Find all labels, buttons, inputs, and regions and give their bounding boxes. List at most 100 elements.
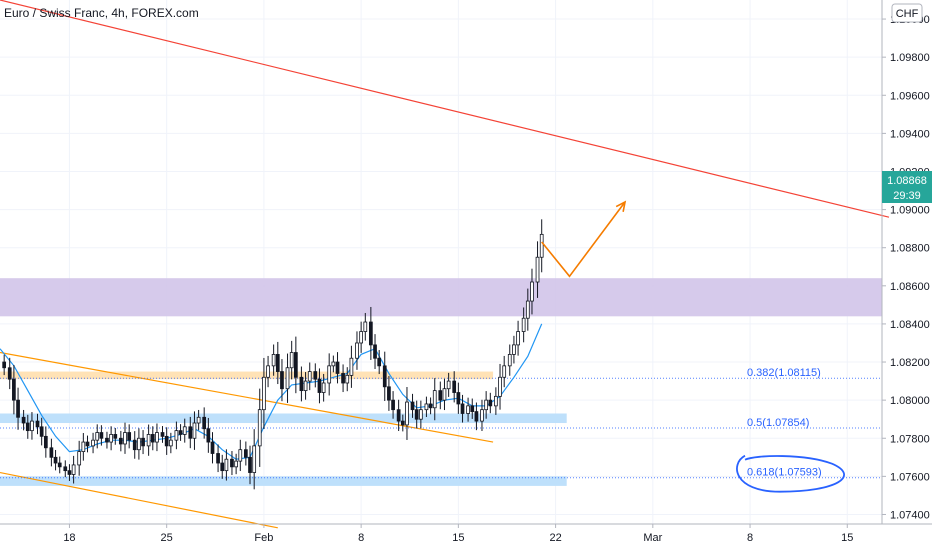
candle-up [307,371,312,382]
candle-up [238,449,243,462]
candle-down [12,378,16,401]
price-axis-label: 1.07800 [890,433,930,445]
projection-arrow[interactable] [541,200,627,278]
price-axis-label: 1.09600 [890,90,930,102]
candle-up [446,380,451,390]
price-axis-label: 1.07600 [890,471,930,483]
candle-up [303,380,308,392]
candle-up [182,426,187,435]
candle-down [414,409,419,420]
fib-level-label: 0.382(1.08115) [747,367,821,379]
moving-average [0,323,543,460]
trendlines-layer[interactable] [0,0,890,529]
candle-down [341,373,345,384]
chart-title: Euro / Swiss Franc, 4h, FOREX.com [4,6,199,20]
candle-down [248,456,252,473]
candle-up [262,376,266,411]
price-axis-label: 1.08200 [890,357,930,369]
candle-up [30,420,34,432]
fibonacci-levels[interactable]: 0.382(1.08115) 0.5(1.07854) 0.618(1.07593) [0,367,882,493]
trendline-orange-lower[interactable] [0,471,278,529]
candle-down [85,441,90,447]
candle-down [428,403,433,409]
candle-up [327,365,332,384]
trendline-red[interactable] [0,0,890,218]
candle-down [280,371,284,390]
candle-down [43,435,48,449]
candle-up [146,434,151,447]
candle-down [53,456,58,464]
candle-up [331,361,336,367]
price-axis-label: 1.08600 [890,281,930,293]
price-axis-label: 1.07400 [890,509,930,521]
candle-up [174,430,179,441]
support-zone [0,371,494,380]
candle-down [373,344,377,359]
fib-highlight-ellipse [736,454,845,493]
trendline-orange-upper[interactable] [0,351,494,443]
candle-up [512,344,516,355]
candle-down [456,392,461,405]
candle-down [99,432,104,439]
candle-up [516,331,520,346]
candle-up [192,422,197,439]
candle-down [113,434,118,439]
last-price-badge: 1.08868 29:39 [882,171,932,203]
candle-down [63,466,68,472]
price-axis-label: 1.08800 [890,243,930,255]
time-axis[interactable]: 18 25 Feb 8 15 22 Mar 8 15 [63,524,853,544]
fib-level-label: 0.5(1.07854) [747,417,809,429]
candle-up [155,432,159,443]
candle-up [484,399,489,411]
candle-up [521,317,526,332]
candle-down [243,449,248,458]
candles [2,219,544,490]
candle-down [400,420,405,426]
fib-level-label: 0.618(1.07593) [747,467,822,479]
candle-down [150,434,155,443]
candle-down [317,378,322,393]
currency-badge[interactable]: CHF [891,3,923,23]
candle-up [257,409,262,447]
candle-up [349,357,354,376]
candle-up [224,458,229,472]
candle-down [474,411,479,422]
candle-down [410,401,415,411]
candle-down [67,470,72,475]
candle-down [7,367,12,380]
candle-up [271,354,276,367]
candle-up [530,281,534,302]
candle-down [387,386,391,401]
support-zone [0,413,567,424]
candle-down [470,405,475,412]
candle-down [2,361,7,369]
candle-down [178,430,183,435]
candle-down [377,357,382,367]
candle-down [118,437,123,445]
candle-up [109,434,113,443]
resistance-zone [0,278,882,317]
candle-up [91,439,95,447]
time-axis-label: 15 [841,532,853,544]
candle-up [405,401,409,426]
currency-badge-label: CHF [896,8,919,20]
candle-down [206,428,211,443]
candle-up [494,395,498,407]
candle-up [525,300,530,319]
candle-down [275,354,280,372]
candle-down [488,399,493,407]
price-axis-label: 1.09400 [890,128,930,140]
candle-down [391,399,395,411]
candle-down [57,462,62,468]
candle-down [160,432,165,437]
last-price-value: 1.08868 [887,175,927,187]
candle-up [539,233,544,258]
time-axis-label: 25 [161,532,173,544]
candle-up [137,437,141,451]
moving-average-line [0,323,543,460]
projection-path[interactable] [541,201,626,278]
candle-down [452,380,457,393]
candle-up [77,451,82,466]
bar-countdown: 29:39 [893,190,921,202]
